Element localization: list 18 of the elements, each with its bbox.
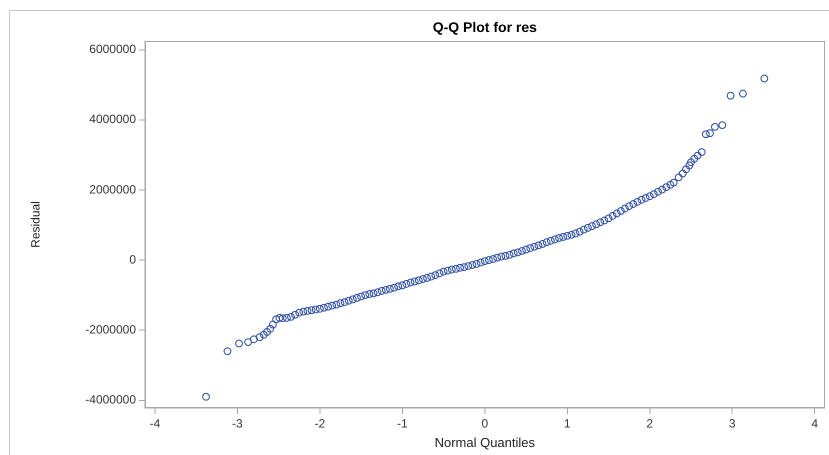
- y-tick-label: 6000000: [89, 42, 136, 56]
- x-tick-label: -4: [150, 416, 161, 431]
- chart-title: Q-Q Plot for res: [432, 18, 538, 35]
- y-tick-label: -4000000: [85, 392, 136, 407]
- x-tick-label: 2: [646, 416, 654, 431]
- x-tick-label: -3: [232, 416, 244, 431]
- y-axis-title: Residual: [28, 201, 43, 248]
- x-tick-label: 1: [564, 416, 571, 431]
- x-tick-label: 3: [728, 416, 736, 431]
- y-tick-label: 0: [129, 252, 136, 266]
- y-tick-label: -2000000: [85, 322, 136, 336]
- x-tick-label: 4: [811, 416, 818, 431]
- x-tick-label: 0: [481, 416, 488, 431]
- x-tick-label: -1: [396, 416, 408, 431]
- y-tick-label: 4000000: [89, 112, 136, 126]
- x-axis-title: Normal Quantiles: [434, 434, 536, 450]
- x-tick-label: -2: [314, 416, 326, 431]
- y-tick-label: 2000000: [89, 182, 136, 196]
